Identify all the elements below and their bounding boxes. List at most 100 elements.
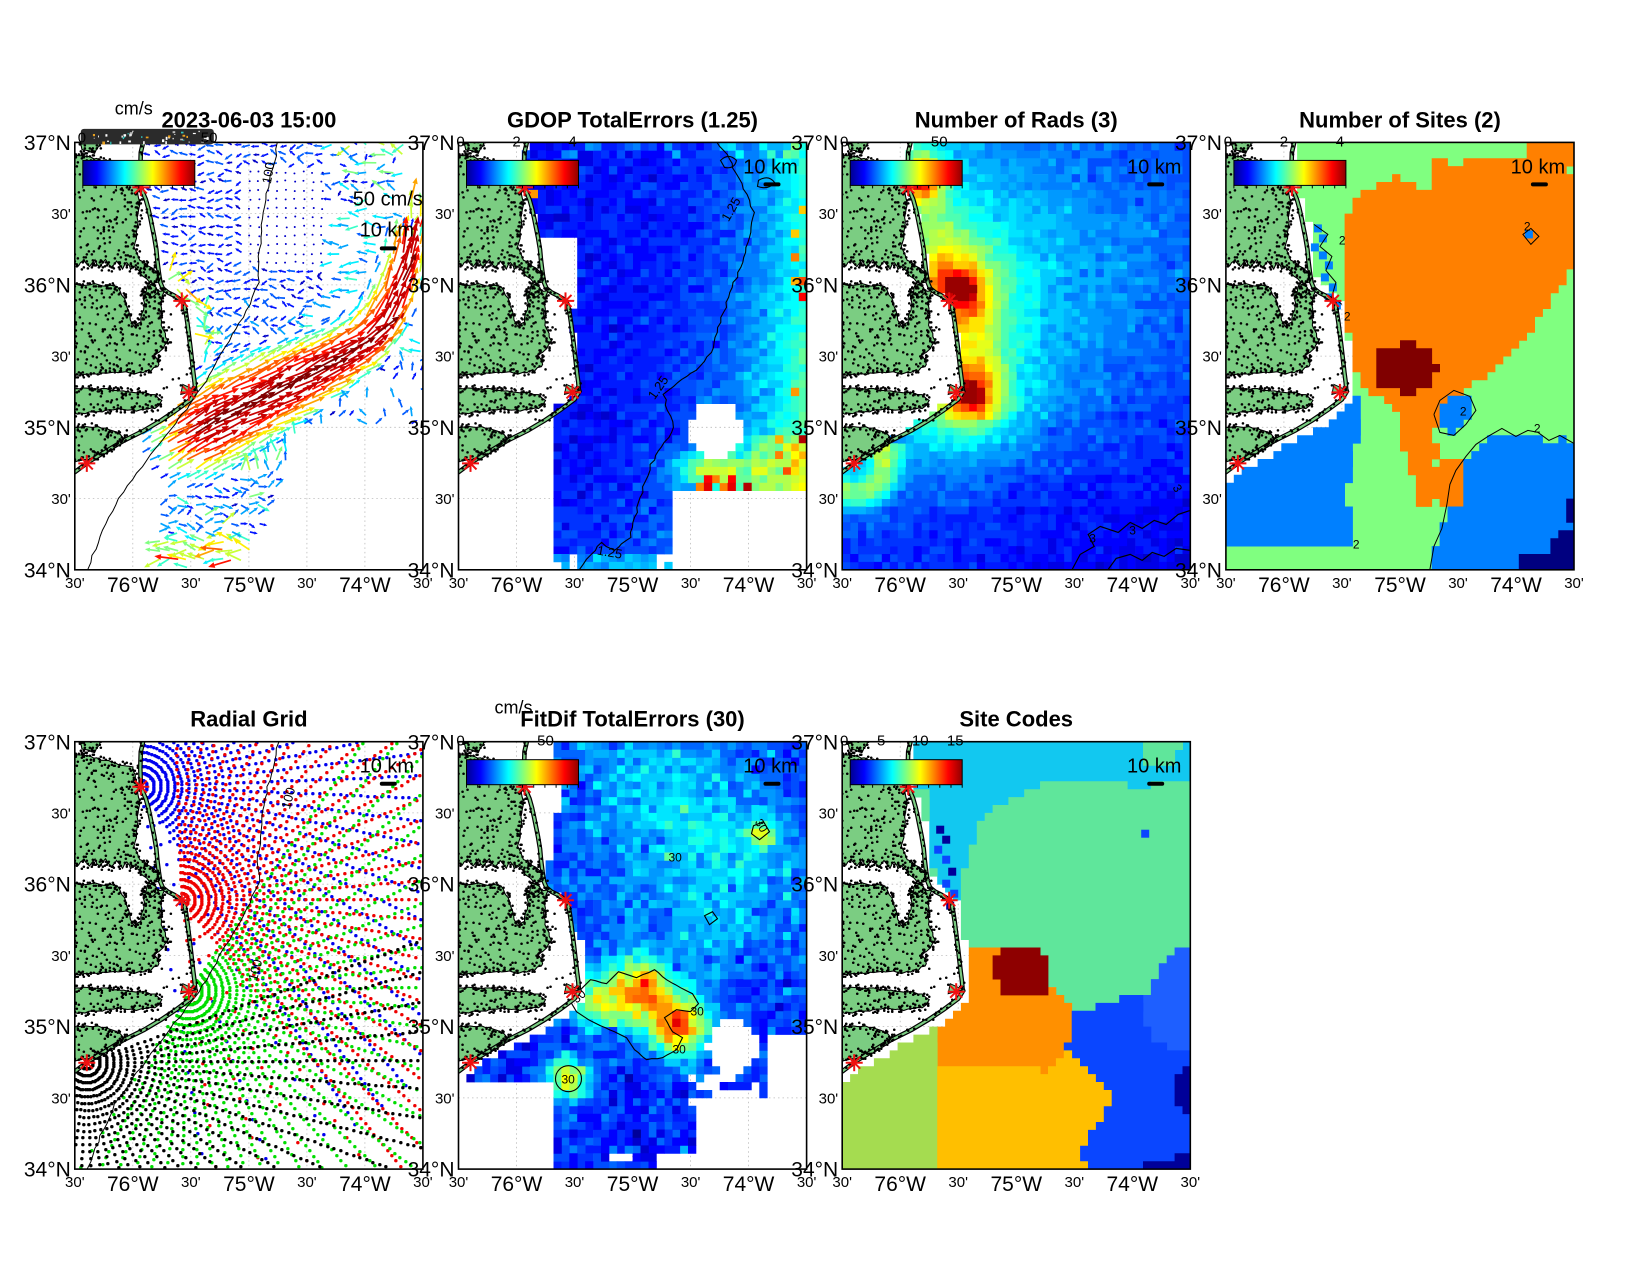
svg-text:2: 2 xyxy=(1353,537,1360,551)
svg-text:30': 30' xyxy=(819,805,839,822)
svg-text:35°N: 35°N xyxy=(1175,417,1222,440)
svg-text:74°W: 74°W xyxy=(339,1173,391,1196)
svg-text:2: 2 xyxy=(1280,133,1288,150)
svg-text:30': 30' xyxy=(449,575,469,592)
svg-text:30': 30' xyxy=(1216,575,1236,592)
svg-text:3: 3 xyxy=(1129,523,1136,537)
svg-text:76°W: 76°W xyxy=(107,1173,159,1196)
svg-text:15: 15 xyxy=(947,733,964,750)
svg-text:30: 30 xyxy=(673,1043,687,1057)
svg-text:30': 30' xyxy=(435,805,455,822)
svg-text:75°W: 75°W xyxy=(607,1173,659,1196)
svg-text:30': 30' xyxy=(413,1174,433,1191)
svg-text:30': 30' xyxy=(819,491,839,508)
svg-text:76°W: 76°W xyxy=(107,574,159,597)
svg-text:5: 5 xyxy=(877,733,885,750)
svg-text:30': 30' xyxy=(1065,575,1085,592)
svg-text:30': 30' xyxy=(1202,491,1222,508)
svg-text:37°N: 37°N xyxy=(791,731,838,754)
svg-text:0: 0 xyxy=(840,733,848,750)
svg-text:30': 30' xyxy=(1448,575,1468,592)
svg-text:cm/s: cm/s xyxy=(495,698,533,718)
svg-text:30': 30' xyxy=(435,206,455,223)
svg-text:10 km: 10 km xyxy=(360,219,414,241)
svg-text:36°N: 36°N xyxy=(24,874,71,897)
svg-text:30': 30' xyxy=(449,1174,469,1191)
svg-text:30': 30' xyxy=(65,575,85,592)
svg-text:1.25: 1.25 xyxy=(596,543,624,562)
svg-text:34°N: 34°N xyxy=(408,559,455,582)
svg-text:35°N: 35°N xyxy=(24,1016,71,1039)
svg-text:50: 50 xyxy=(201,129,218,146)
svg-text:Number of Sites (2): Number of Sites (2) xyxy=(1299,107,1501,132)
svg-text:37°N: 37°N xyxy=(791,132,838,155)
svg-text:Radial Grid: Radial Grid xyxy=(190,707,307,732)
svg-text:34°N: 34°N xyxy=(1175,559,1222,582)
svg-text:30': 30' xyxy=(819,948,839,965)
svg-text:75°W: 75°W xyxy=(607,574,659,597)
svg-text:2: 2 xyxy=(1339,233,1346,247)
svg-text:2: 2 xyxy=(1344,309,1351,323)
svg-text:30': 30' xyxy=(819,349,839,366)
svg-text:0: 0 xyxy=(840,133,848,150)
svg-text:34°N: 34°N xyxy=(24,1159,71,1182)
svg-text:4: 4 xyxy=(568,133,576,150)
svg-text:34°N: 34°N xyxy=(24,559,71,582)
svg-text:30': 30' xyxy=(1181,1174,1201,1191)
svg-text:2: 2 xyxy=(1534,421,1541,435)
svg-text:10 km: 10 km xyxy=(743,756,797,778)
svg-text:GDOP TotalErrors (1.25): GDOP TotalErrors (1.25) xyxy=(507,107,758,132)
svg-text:30': 30' xyxy=(681,1174,701,1191)
svg-text:30': 30' xyxy=(1332,575,1352,592)
svg-text:35°N: 35°N xyxy=(408,1016,455,1039)
svg-text:75°W: 75°W xyxy=(223,574,275,597)
svg-text:30': 30' xyxy=(565,575,585,592)
svg-text:30': 30' xyxy=(435,349,455,366)
svg-text:76°W: 76°W xyxy=(874,574,926,597)
svg-text:74°W: 74°W xyxy=(339,574,391,597)
svg-text:0: 0 xyxy=(78,129,86,146)
svg-text:30: 30 xyxy=(669,851,683,865)
svg-text:74°W: 74°W xyxy=(723,574,775,597)
svg-text:30': 30' xyxy=(51,206,71,223)
svg-text:30': 30' xyxy=(435,948,455,965)
svg-text:2: 2 xyxy=(1524,219,1531,233)
svg-text:10 km: 10 km xyxy=(1511,156,1565,178)
svg-text:75°W: 75°W xyxy=(991,1173,1043,1196)
svg-text:36°N: 36°N xyxy=(1175,274,1222,297)
svg-text:35°N: 35°N xyxy=(791,1016,838,1039)
svg-text:Number of Rads (3): Number of Rads (3) xyxy=(915,107,1118,132)
svg-text:30': 30' xyxy=(435,1090,455,1107)
svg-text:100: 100 xyxy=(278,786,298,811)
svg-text:0: 0 xyxy=(456,133,464,150)
svg-text:50 cm/s: 50 cm/s xyxy=(353,188,423,210)
svg-text:30': 30' xyxy=(565,1174,585,1191)
svg-text:30': 30' xyxy=(797,575,817,592)
svg-text:37°N: 37°N xyxy=(24,731,71,754)
svg-text:76°W: 76°W xyxy=(491,574,543,597)
svg-text:2: 2 xyxy=(1460,404,1467,418)
svg-text:10 km: 10 km xyxy=(1127,756,1181,778)
svg-text:50: 50 xyxy=(537,733,554,750)
svg-text:30': 30' xyxy=(413,575,433,592)
svg-text:36°N: 36°N xyxy=(24,274,71,297)
svg-text:30': 30' xyxy=(435,491,455,508)
svg-text:30': 30' xyxy=(181,575,201,592)
svg-text:30': 30' xyxy=(51,1090,71,1107)
svg-text:30': 30' xyxy=(797,1174,817,1191)
svg-text:Site Codes: Site Codes xyxy=(959,707,1073,732)
svg-text:30': 30' xyxy=(1202,349,1222,366)
svg-text:30: 30 xyxy=(562,1073,576,1087)
svg-text:30': 30' xyxy=(51,491,71,508)
svg-text:3: 3 xyxy=(1089,531,1096,545)
svg-text:30': 30' xyxy=(1181,575,1201,592)
svg-text:34°N: 34°N xyxy=(408,1159,455,1182)
svg-text:0: 0 xyxy=(1224,133,1232,150)
svg-text:30': 30' xyxy=(51,948,71,965)
svg-text:37°N: 37°N xyxy=(24,132,71,155)
svg-text:10 km: 10 km xyxy=(743,156,797,178)
svg-text:30': 30' xyxy=(1202,206,1222,223)
svg-text:30': 30' xyxy=(51,805,71,822)
svg-text:34°N: 34°N xyxy=(791,559,838,582)
svg-text:35°N: 35°N xyxy=(408,417,455,440)
